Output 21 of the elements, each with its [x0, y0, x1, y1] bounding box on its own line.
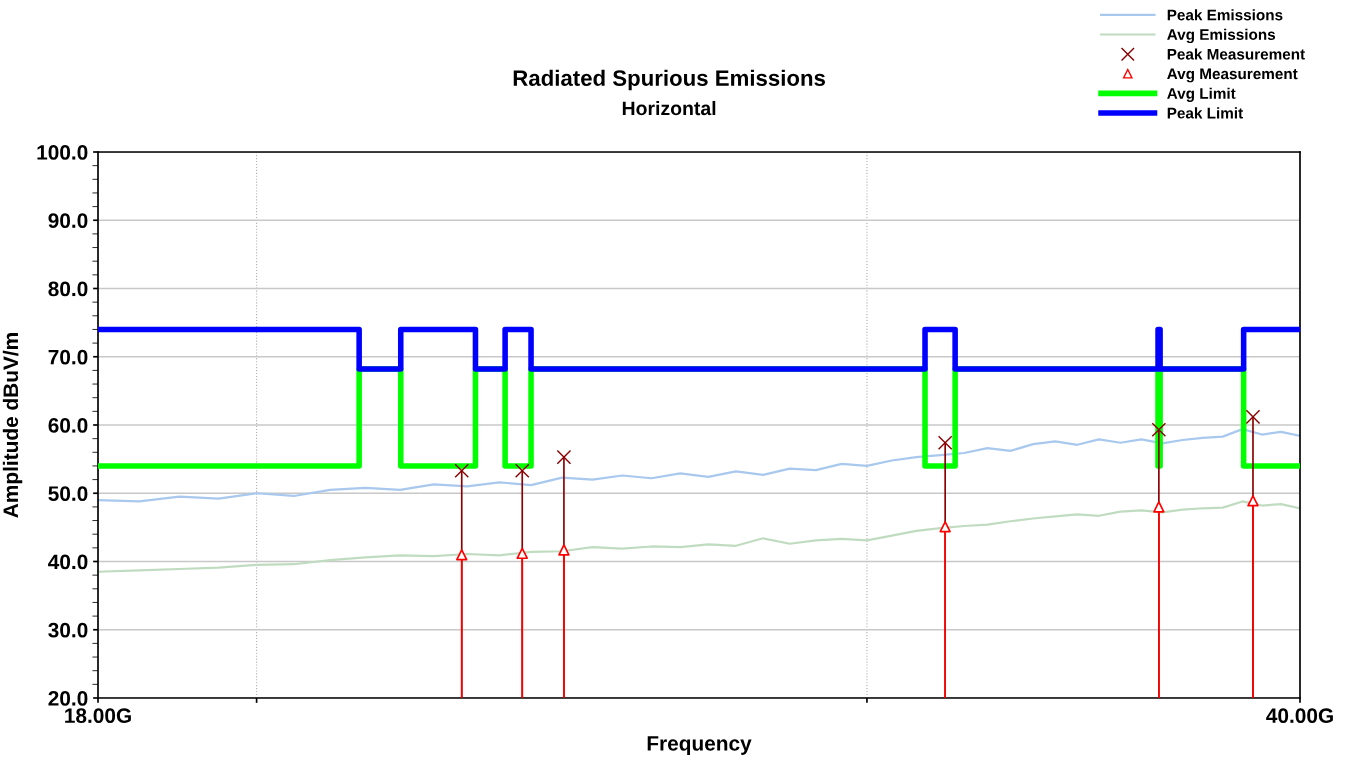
y-tick-label: 20.0 [48, 691, 88, 706]
y-tick-label: 70.0 [48, 349, 88, 365]
legend-label: Avg Limit [1167, 87, 1236, 102]
legend-label: Peak Measurement [1167, 48, 1305, 60]
y-tick-label: 30.0 [48, 622, 88, 638]
legend-label: Avg Measurement [1167, 68, 1298, 83]
x-tick-label: 40.00G [1266, 708, 1333, 724]
legend-label: Avg Emissions [1167, 28, 1276, 44]
y-tick-label: 90.0 [48, 213, 88, 228]
x-axis-title: Frequency [647, 736, 752, 755]
chart-subtitle: Horizontal [622, 100, 716, 116]
y-axis-title: Amplitude dBuV/m [2, 333, 23, 518]
y-tick-label: 100.0 [37, 145, 88, 160]
legend-label: Peak Emissions [1167, 9, 1283, 21]
y-tick-label: 40.0 [48, 554, 88, 570]
y-tick-label: 50.0 [48, 486, 88, 501]
legend-label: Peak Limit [1167, 107, 1243, 119]
y-tick-label: 80.0 [48, 281, 88, 297]
y-tick-label: 60.0 [48, 418, 88, 433]
chart-title: Radiated Spurious Emissions [513, 69, 825, 91]
x-tick-label: 18.00G [65, 708, 131, 724]
